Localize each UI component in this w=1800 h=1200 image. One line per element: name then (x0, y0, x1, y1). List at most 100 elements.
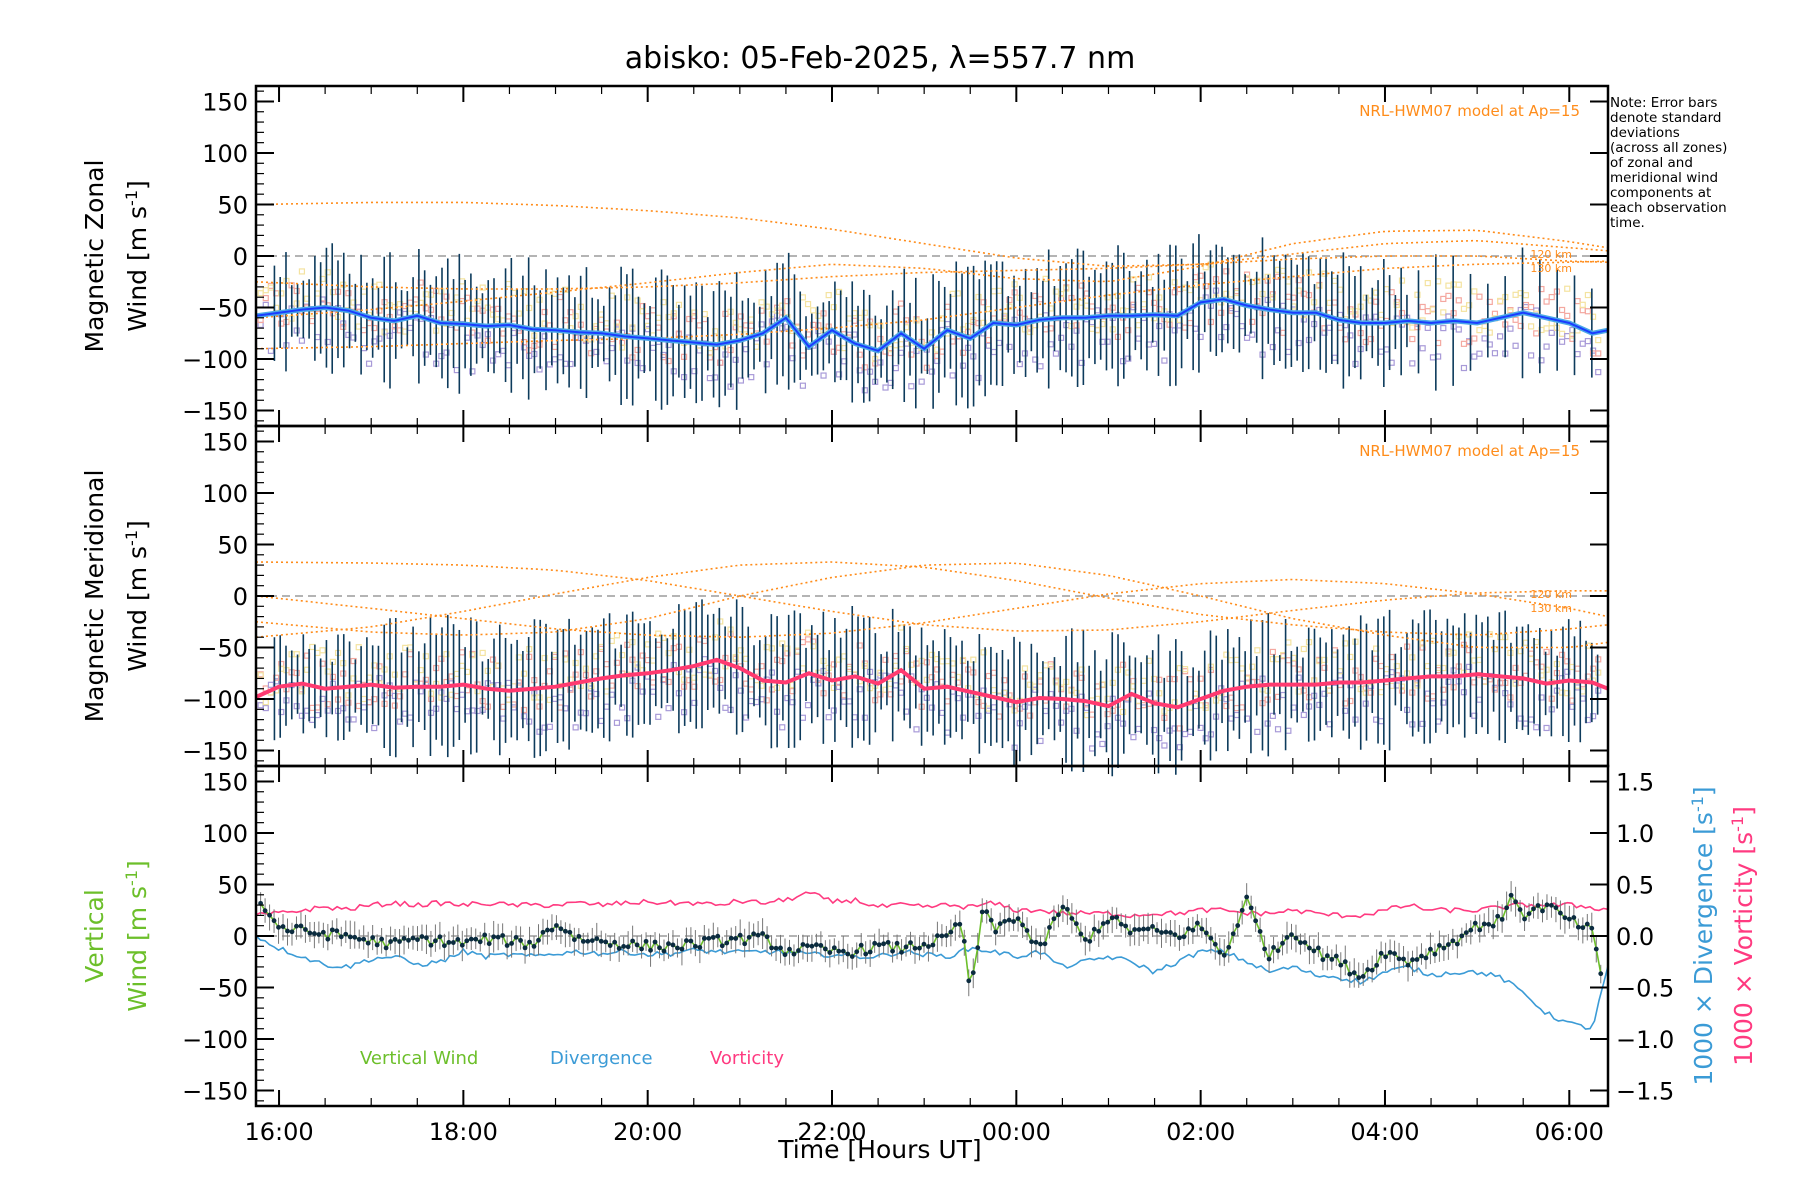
zone-point (541, 308, 548, 316)
y-tick-label: 50 (217, 531, 248, 559)
zone-point (262, 699, 269, 706)
zone-point (835, 683, 843, 690)
vertical-wind-point (401, 936, 407, 941)
vertical-wind-point (1190, 927, 1196, 933)
zone-point (799, 294, 806, 301)
zone-point (1197, 333, 1204, 341)
zone-point (1466, 302, 1473, 309)
zone-point (686, 646, 693, 653)
vertical-wind-point (1405, 962, 1411, 968)
zone-point (1321, 656, 1328, 664)
model-altitude-label: 120 km (1530, 588, 1572, 601)
zone-point (706, 374, 714, 382)
zone-point (1595, 369, 1602, 376)
zone-point (1135, 703, 1142, 710)
vertical-wind-point (1298, 940, 1303, 946)
vertical-wind-point (589, 938, 595, 943)
vertical-wind-point (536, 937, 541, 943)
zone-point (1331, 299, 1338, 306)
zone-point (1589, 313, 1597, 320)
model-curve (255, 255, 1609, 290)
vertical-wind-point (388, 939, 393, 944)
zone-point (1507, 325, 1514, 332)
zone-point (1424, 308, 1431, 315)
y-axis-label: Vertical (80, 889, 109, 983)
vertical-wind-point (410, 935, 416, 941)
zone-point (928, 368, 936, 375)
zone-point (1187, 728, 1194, 735)
vertical-wind-point (1002, 918, 1008, 924)
zone-point (1274, 726, 1282, 733)
zone-point (954, 290, 961, 297)
vertical-wind-point (710, 935, 716, 940)
vertical-wind-point (1378, 950, 1384, 956)
vertical-wind-point (1253, 918, 1259, 924)
zone-point (360, 327, 367, 334)
vertical-wind-point (979, 909, 985, 915)
vertical-wind-point (464, 938, 470, 944)
zone-point (1233, 288, 1240, 295)
vertical-wind-point (831, 945, 837, 951)
zone-point (1409, 324, 1416, 331)
zone-point (1574, 682, 1581, 689)
zone-point (1187, 676, 1194, 683)
zone-point (262, 704, 269, 712)
zone-point (551, 651, 559, 659)
zone-point (489, 311, 497, 318)
zone-point (1006, 303, 1013, 310)
vertical-wind-point (356, 936, 362, 942)
zone-point (634, 346, 641, 354)
zone-point (1223, 702, 1230, 710)
zone-point (1533, 307, 1540, 314)
zone-point (1527, 303, 1535, 311)
vertical-wind-point (666, 941, 671, 947)
zone-point (1254, 647, 1261, 654)
vertical-wind-point (334, 928, 340, 934)
zone-point (1533, 330, 1540, 337)
zone-point (443, 695, 450, 702)
zone-point (1440, 686, 1447, 693)
vertical-wind-point (657, 945, 662, 951)
note-line: meridional wind (1610, 170, 1719, 186)
zone-point (928, 674, 936, 681)
zone-point (1073, 689, 1080, 697)
vertical-wind-point (697, 945, 703, 950)
zone-point (1558, 306, 1566, 314)
vertical-wind-point (800, 942, 806, 947)
vertical-wind-point (1042, 941, 1048, 947)
zone-point (407, 644, 414, 651)
vertical-wind-point (1284, 935, 1290, 940)
zone-point (319, 647, 326, 654)
zone-point (1445, 313, 1452, 320)
y-tick-label: −50 (197, 975, 248, 1003)
zone-point (748, 322, 755, 329)
y-tick-label: 100 (202, 480, 248, 508)
zone-point (1579, 340, 1586, 347)
zone-point (1538, 285, 1545, 293)
zone-point (588, 336, 595, 343)
zone-point (1233, 704, 1240, 712)
vertical-wind-point (1535, 903, 1541, 908)
zone-point (634, 664, 641, 671)
zone-point (324, 707, 331, 714)
zone-point (1223, 651, 1230, 658)
vertical-wind-point (840, 948, 846, 954)
vertical-wind-point (428, 942, 434, 948)
vertical-wind-point (1212, 941, 1218, 947)
zone-point (711, 667, 719, 675)
vertical-wind-point (1199, 926, 1205, 932)
vertical-wind-point (805, 943, 810, 949)
zone-point (1218, 694, 1225, 701)
vertical-wind-point (1271, 945, 1276, 950)
vertical-wind-point (1038, 941, 1043, 947)
zone-point (701, 310, 708, 318)
vertical-wind-point (885, 939, 891, 945)
zone-point (737, 326, 745, 333)
zone-point (1295, 277, 1302, 284)
zone-point (1006, 343, 1013, 350)
zone-point (396, 693, 404, 700)
vertical-wind-point (347, 934, 353, 940)
vertical-wind-point (930, 942, 936, 948)
vertical-wind-point (379, 936, 385, 942)
vertical-wind-point (684, 938, 689, 943)
